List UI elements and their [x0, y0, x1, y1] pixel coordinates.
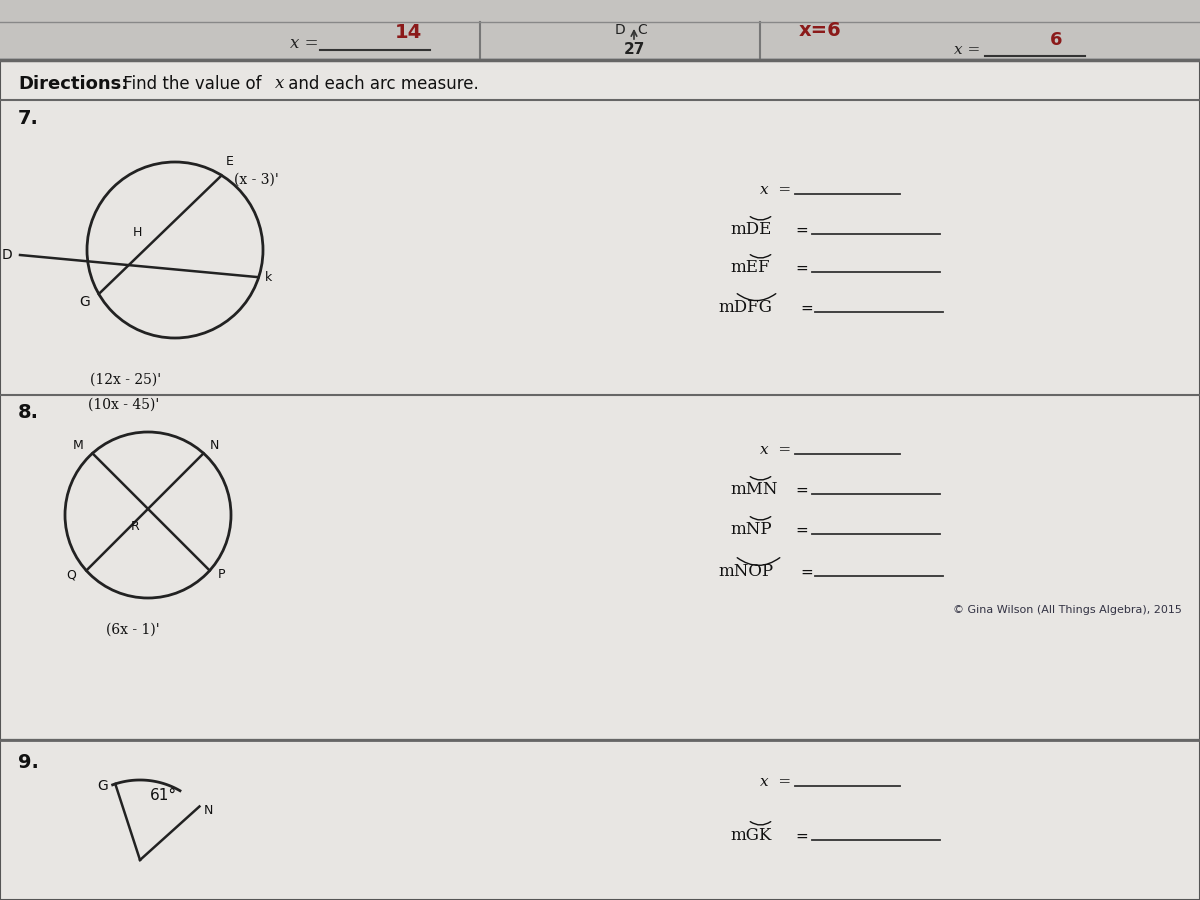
Text: 14: 14: [395, 22, 422, 41]
Text: =: =: [800, 301, 812, 316]
Text: mNOP: mNOP: [718, 563, 773, 580]
Text: C: C: [637, 23, 647, 37]
Text: 61°: 61°: [150, 788, 178, 803]
Bar: [0, 740, 1200, 900]
Text: N: N: [204, 804, 212, 817]
Text: (10x - 45)': (10x - 45)': [88, 398, 160, 412]
Text: x: x: [275, 76, 284, 93]
Text: M: M: [72, 439, 83, 452]
Text: k: k: [265, 271, 272, 284]
Text: 6: 6: [1050, 31, 1062, 49]
Text: =: =: [796, 523, 808, 537]
Text: x  =: x =: [760, 775, 791, 789]
Text: D: D: [2, 248, 13, 262]
Text: mGK: mGK: [730, 827, 772, 844]
Bar: [0, 0, 1200, 22]
Text: P: P: [217, 568, 226, 581]
Text: (6x - 1)': (6x - 1)': [106, 623, 160, 637]
Text: R: R: [131, 520, 139, 534]
Text: N: N: [210, 439, 218, 452]
Text: x=6: x=6: [799, 21, 841, 40]
Text: G: G: [79, 295, 90, 309]
Text: (x - 3)': (x - 3)': [234, 173, 278, 186]
Text: mDFG: mDFG: [718, 300, 772, 317]
Text: D: D: [614, 23, 625, 37]
Text: x =: x =: [954, 43, 980, 57]
Bar: [0, 740, 1200, 805]
Text: =: =: [796, 260, 808, 275]
Text: (12x - 25)': (12x - 25)': [90, 373, 161, 387]
Text: =: =: [796, 829, 808, 843]
Text: and each arc measure.: and each arc measure.: [283, 75, 479, 93]
Text: Directions:: Directions:: [18, 75, 128, 93]
Text: © Gina Wilson (All Things Algebra), 2015: © Gina Wilson (All Things Algebra), 2015: [953, 605, 1182, 615]
Text: x  =: x =: [760, 443, 791, 457]
Text: Q: Q: [66, 568, 76, 581]
Text: 8.: 8.: [18, 403, 38, 422]
Text: Find the value of: Find the value of: [118, 75, 266, 93]
Text: 7.: 7.: [18, 109, 38, 128]
Text: E: E: [226, 155, 234, 168]
Text: =: =: [800, 564, 812, 580]
Bar: [0, 22, 1200, 58]
Text: x  =: x =: [760, 183, 791, 197]
Text: mDE: mDE: [730, 221, 772, 239]
Text: mMN: mMN: [730, 482, 778, 499]
Text: H: H: [133, 226, 143, 239]
Bar: [0, 60, 1200, 740]
Text: mEF: mEF: [730, 259, 769, 276]
Text: G: G: [97, 778, 108, 793]
Text: 9.: 9.: [18, 752, 38, 771]
Text: mNP: mNP: [730, 521, 772, 538]
Text: =: =: [796, 482, 808, 498]
Text: x =: x =: [290, 35, 318, 52]
Text: 27: 27: [623, 42, 644, 58]
Text: =: =: [796, 222, 808, 238]
